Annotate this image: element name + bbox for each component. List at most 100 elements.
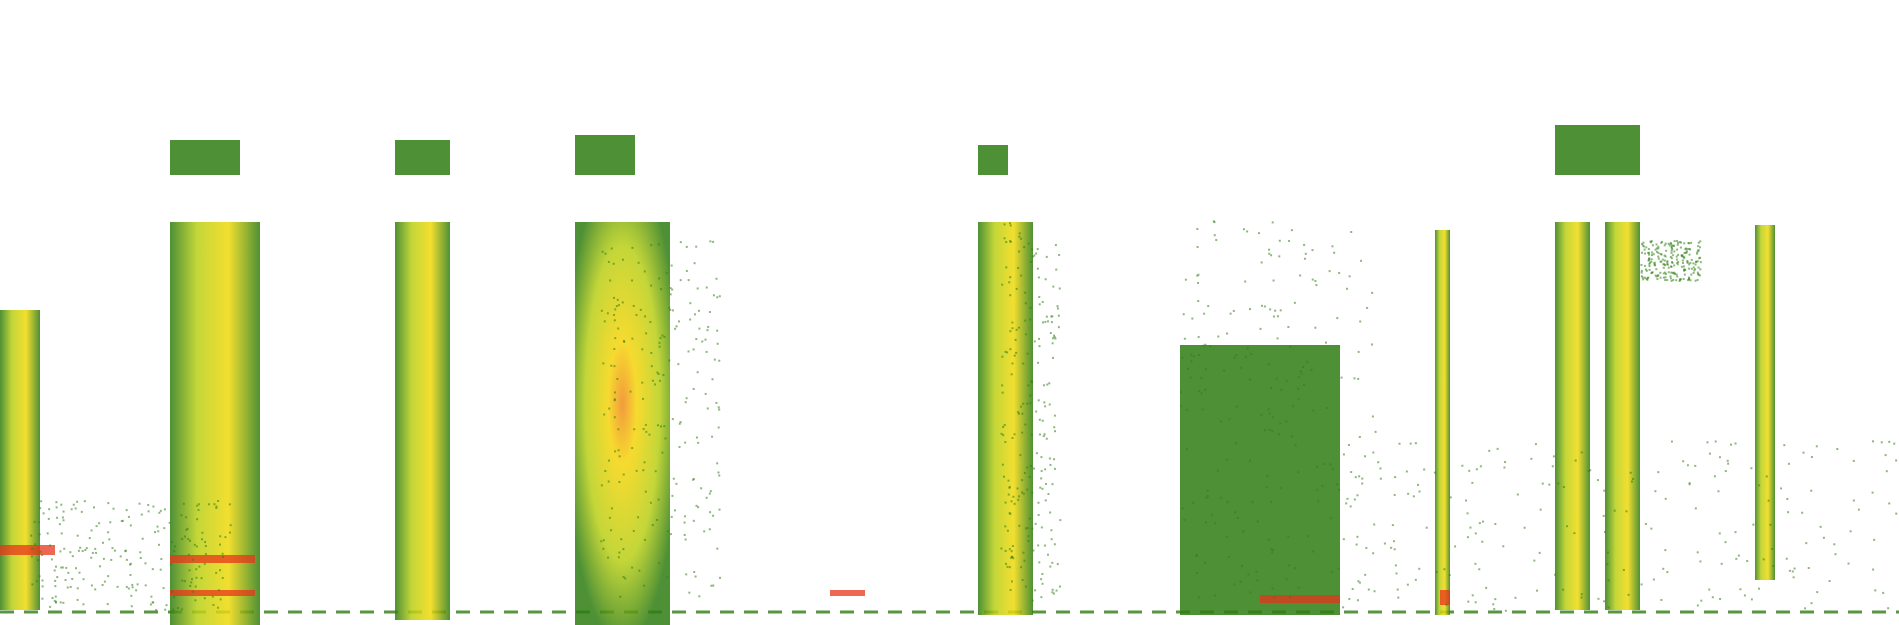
- noise-speckle: [615, 305, 618, 308]
- noise-speckle: [1670, 245, 1673, 248]
- noise-speckle: [1785, 557, 1788, 560]
- call-segment: [575, 222, 670, 625]
- noise-speckle: [1314, 326, 1317, 329]
- noise-speckle: [1057, 326, 1060, 329]
- noise-speckle: [1650, 272, 1653, 275]
- noise-speckle: [217, 589, 220, 592]
- noise-speckle: [1008, 486, 1011, 489]
- noise-speckle: [679, 241, 682, 244]
- noise-speckle: [125, 558, 128, 561]
- noise-speckle: [1009, 330, 1012, 333]
- noise-speckle: [1819, 525, 1822, 528]
- noise-speckle: [1272, 279, 1275, 282]
- noise-speckle: [1214, 594, 1217, 597]
- noise-speckle: [1049, 511, 1052, 514]
- noise-speckle: [1791, 570, 1794, 573]
- noise-speckle: [187, 538, 190, 541]
- noise-speckle: [716, 296, 719, 299]
- noise-speckle: [1651, 254, 1654, 257]
- noise-speckle: [129, 573, 132, 576]
- noise-speckle: [703, 530, 706, 533]
- noise-speckle: [219, 569, 222, 572]
- noise-speckle: [1847, 562, 1850, 565]
- noise-speckle: [1017, 326, 1020, 329]
- noise-speckle: [692, 387, 695, 390]
- noise-speckle: [51, 597, 54, 600]
- noise-speckle: [683, 533, 686, 536]
- noise-speckle: [631, 447, 634, 450]
- noise-speckle: [1696, 551, 1699, 554]
- noise-speckle: [1357, 580, 1360, 583]
- noise-speckle: [1657, 257, 1660, 260]
- noise-speckle: [1201, 408, 1204, 411]
- noise-speckle: [1050, 321, 1053, 324]
- noise-speckle: [635, 313, 638, 316]
- noise-speckle: [1423, 468, 1426, 471]
- noise-speckle: [1672, 254, 1675, 257]
- noise-speckle: [196, 518, 199, 521]
- noise-speckle: [1750, 467, 1753, 470]
- noise-speckle: [1552, 455, 1555, 458]
- noise-speckle: [1197, 354, 1200, 357]
- noise-speckle: [186, 527, 189, 530]
- noise-speckle: [1398, 442, 1401, 445]
- noise-speckle: [1372, 552, 1375, 555]
- noise-speckle: [650, 244, 653, 247]
- noise-speckle: [649, 321, 652, 324]
- noise-speckle: [1435, 570, 1438, 573]
- noise-speckle: [1606, 551, 1609, 554]
- noise-speckle: [1297, 376, 1300, 379]
- noise-speckle: [1004, 350, 1007, 353]
- noise-speckle: [1688, 247, 1691, 250]
- noise-speckle: [1448, 574, 1451, 577]
- noise-speckle: [1009, 224, 1012, 227]
- noise-speckle: [1647, 251, 1650, 254]
- noise-speckle: [1659, 252, 1662, 255]
- noise-speckle: [1340, 376, 1343, 379]
- noise-speckle: [1279, 487, 1282, 490]
- noise-speckle: [1038, 337, 1041, 340]
- noise-speckle: [1041, 301, 1044, 304]
- noise-speckle: [30, 555, 33, 558]
- peak-streak: [0, 545, 55, 555]
- noise-speckle: [1664, 271, 1667, 274]
- noise-speckle: [1017, 412, 1020, 415]
- noise-speckle: [1197, 335, 1200, 338]
- noise-speckle: [1714, 440, 1717, 443]
- noise-speckle: [687, 279, 690, 282]
- noise-speckle: [1551, 465, 1554, 468]
- noise-speckle: [1390, 546, 1393, 549]
- noise-speckle: [1895, 512, 1898, 515]
- noise-speckle: [659, 425, 662, 428]
- noise-speckle: [607, 459, 610, 462]
- noise-speckle: [1045, 255, 1048, 258]
- noise-speckle: [679, 421, 682, 424]
- noise-speckle: [103, 580, 106, 583]
- noise-speckle: [711, 435, 714, 438]
- noise-speckle: [1653, 263, 1656, 266]
- noise-speckle: [668, 359, 671, 362]
- noise-speckle: [1024, 291, 1027, 294]
- noise-speckle: [1580, 596, 1583, 599]
- noise-speckle: [1655, 275, 1658, 278]
- noise-speckle: [150, 595, 153, 598]
- noise-speckle: [164, 608, 167, 611]
- noise-speckle: [1235, 442, 1238, 445]
- noise-speckle: [1044, 468, 1047, 471]
- noise-speckle: [1006, 565, 1009, 568]
- noise-speckle: [1038, 561, 1041, 564]
- noise-speckle: [1377, 461, 1380, 464]
- noise-speckle: [1406, 583, 1409, 586]
- noise-speckle: [1057, 314, 1060, 317]
- noise-speckle: [1373, 590, 1376, 593]
- noise-speckle: [203, 597, 206, 600]
- noise-speckle: [197, 503, 200, 506]
- noise-speckle: [1229, 312, 1232, 315]
- noise-speckle: [158, 511, 161, 514]
- noise-speckle: [1677, 253, 1680, 256]
- noise-speckle: [1045, 437, 1048, 440]
- noise-speckle: [1688, 482, 1691, 485]
- noise-speckle: [1627, 593, 1630, 596]
- noise-speckle: [1661, 258, 1664, 261]
